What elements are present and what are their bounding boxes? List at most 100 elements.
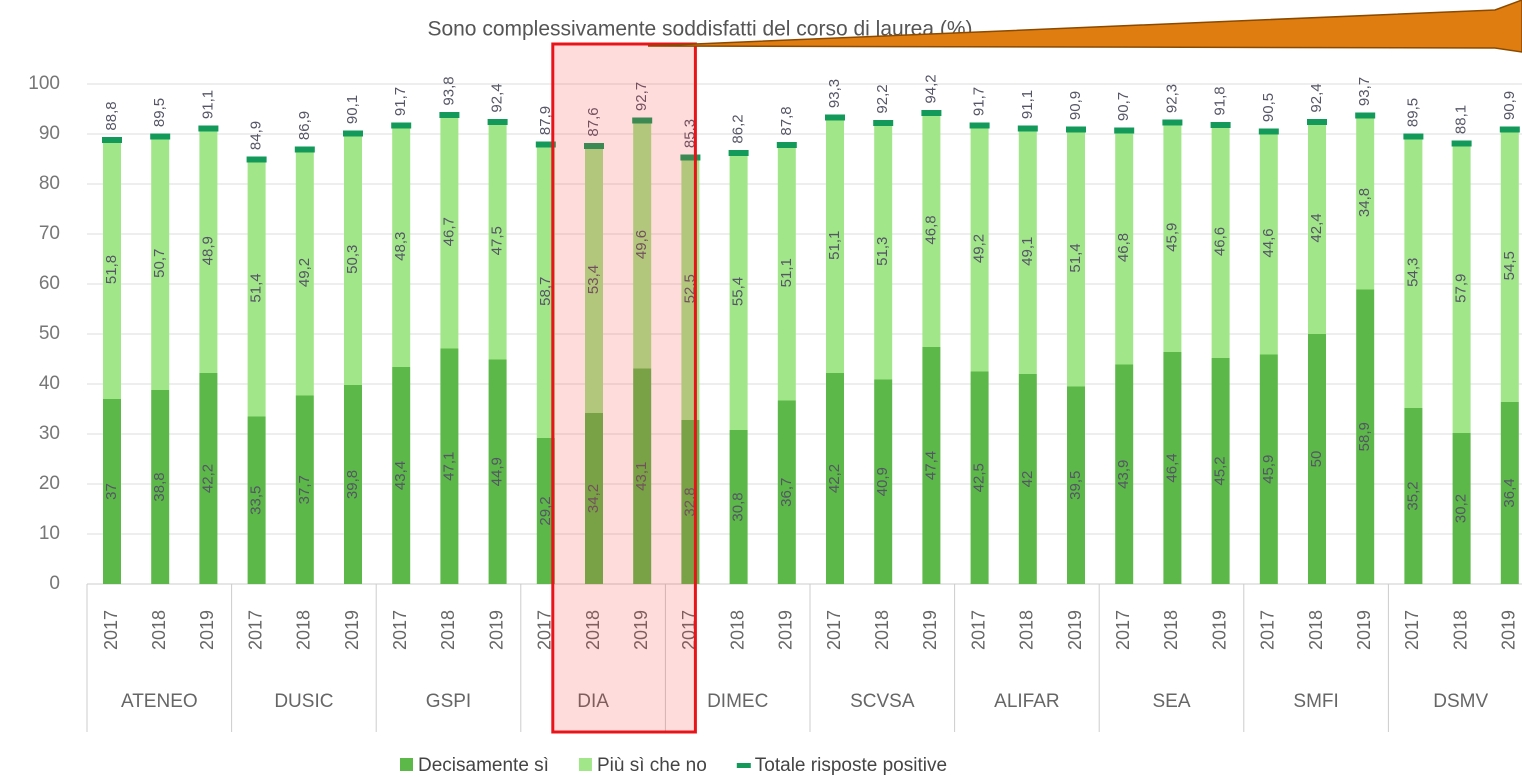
value-label: 53,4: [585, 265, 602, 294]
total-marker: [198, 125, 219, 132]
bar-segment: [1115, 130, 1134, 365]
bar-segment: [1308, 122, 1326, 334]
value-label: 49,2: [971, 234, 988, 263]
bar-segment: [1500, 129, 1519, 402]
total-marker: [1017, 125, 1038, 132]
total-marker: [343, 130, 363, 137]
total-marker: [1451, 140, 1472, 147]
x-tick-label: 2018: [1161, 610, 1181, 650]
total-marker: [1307, 119, 1327, 125]
group-label: DIMEC: [707, 691, 768, 712]
value-label: 58,9: [1356, 422, 1373, 451]
value-label: 49,1: [1019, 237, 1036, 266]
y-tick-label: 100: [28, 73, 60, 94]
group-label: DUSIC: [274, 691, 333, 712]
value-label: 55,4: [730, 277, 747, 306]
total-marker: [632, 117, 653, 124]
group-label: ALIFAR: [994, 691, 1059, 712]
value-label: 91,1: [1019, 90, 1036, 119]
x-tick-label: 2018: [872, 610, 892, 650]
x-tick-label: 2019: [1499, 610, 1519, 650]
x-tick-label: 2017: [968, 610, 988, 650]
value-label: 43,4: [392, 461, 409, 490]
total-marker: [969, 122, 990, 129]
bar-segment: [1018, 374, 1037, 584]
bar-segment: [1500, 402, 1519, 584]
total-marker: [102, 137, 122, 143]
value-label: 89,5: [151, 98, 168, 127]
x-tick-label: 2018: [1017, 610, 1037, 650]
y-tick-label: 50: [39, 323, 60, 344]
bar-segment: [392, 125, 411, 367]
bar-segment: [488, 122, 507, 360]
value-label: 93,3: [826, 79, 843, 108]
bar-segment: [199, 373, 218, 584]
value-label: 30,2: [1453, 494, 1470, 523]
value-label: 87,6: [585, 107, 602, 136]
bar-segment: [199, 128, 218, 373]
value-label: 93,8: [440, 76, 457, 105]
total-marker: [873, 120, 894, 126]
value-label: 93,7: [1356, 77, 1373, 106]
value-label: 90,7: [1115, 92, 1132, 121]
bar-segment: [536, 438, 555, 584]
chart-title: Sono complessivamente soddisfatti del co…: [427, 18, 972, 41]
value-label: 38,8: [151, 472, 168, 501]
value-label: 43,9: [1115, 460, 1132, 489]
x-tick-label: 2019: [342, 610, 362, 650]
bar-segment: [247, 416, 266, 584]
total-marker: [487, 119, 508, 125]
y-tick-label: 40: [39, 373, 60, 394]
total-marker: [1355, 112, 1376, 119]
bar-segment: [970, 371, 989, 584]
group-label: SCVSA: [850, 691, 915, 712]
value-label: 51,3: [874, 237, 891, 266]
bar-segment: [392, 367, 411, 584]
x-tick-label: 2018: [438, 610, 458, 650]
x-tick-label: 2019: [1209, 610, 1229, 650]
value-label: 91,8: [1212, 86, 1229, 115]
total-marker: [1258, 128, 1279, 135]
bar-segment: [1259, 354, 1278, 584]
value-label: 47,1: [440, 452, 457, 481]
value-label: 46,7: [440, 217, 457, 246]
total-marker: [150, 133, 171, 140]
bar-segment: [1067, 386, 1085, 584]
value-label: 43,1: [633, 462, 650, 491]
bar-segment: [1259, 131, 1278, 355]
total-marker: [535, 141, 556, 148]
value-label: 84,9: [248, 121, 265, 150]
value-label: 44,6: [1260, 228, 1277, 257]
value-label: 37,7: [296, 475, 313, 504]
bar-segment: [1452, 433, 1471, 584]
legend-label: Totale risposte positive: [755, 755, 947, 776]
value-label: 42,2: [826, 464, 843, 493]
value-label: 51,4: [248, 273, 265, 302]
legend-label: Decisamente sì: [418, 755, 549, 776]
total-marker: [825, 114, 845, 121]
bar-segment: [295, 149, 314, 396]
value-label: 54,5: [1501, 251, 1518, 280]
x-tick-label: 2017: [1113, 610, 1133, 650]
value-label: 35,2: [1404, 481, 1421, 510]
value-label: 42,5: [971, 463, 988, 492]
value-label: 88,1: [1453, 105, 1470, 134]
y-tick-label: 80: [39, 173, 60, 194]
bar-segment: [1211, 125, 1230, 358]
total-marker: [921, 110, 942, 116]
bar-segment: [1163, 352, 1182, 584]
value-label: 92,2: [874, 84, 891, 113]
value-label: 39,8: [344, 470, 361, 499]
y-tick-label: 60: [39, 273, 60, 294]
total-marker: [1114, 127, 1135, 134]
bar-segment: [440, 115, 459, 349]
total-marker: [294, 146, 315, 153]
value-label: 50,3: [344, 245, 361, 274]
bar-segment: [1356, 115, 1375, 290]
value-label: 50,7: [151, 249, 168, 278]
value-label: 30,8: [730, 492, 747, 521]
total-marker: [246, 156, 267, 163]
value-label: 58,7: [537, 277, 554, 306]
bar-segment: [874, 123, 893, 380]
bar-segment: [1404, 408, 1423, 584]
